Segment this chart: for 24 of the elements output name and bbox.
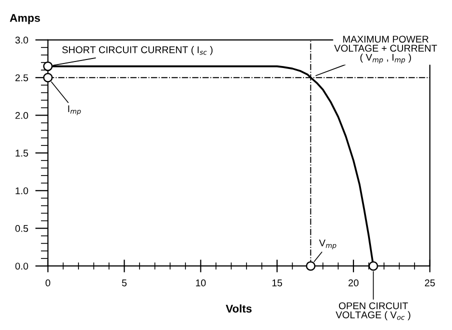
y-tick-label: 3.0 [15,36,28,44]
x-tick-label: 0 [46,279,50,286]
x-tick-label: 5 [122,280,127,286]
x-tick-label: 20 [348,279,358,286]
point [43,62,53,72]
x-tick-label: 15 [272,280,282,286]
x-tick-label: 25 [424,279,435,286]
annotation: I$_{mp}$ [68,105,81,116]
y-tick-label: 2.5 [15,74,28,82]
point [306,261,316,271]
y-tick-label: 1.5 [16,150,28,157]
y-tick-label: 2.0 [15,112,28,119]
x-axis-title: Volts [226,304,252,313]
annotation: OPEN CIRCUIT VOLTAGE ( V$_{oc}$ ) [336,302,410,320]
annotation: V$_{mp}$ [319,240,336,250]
x-tick-label: 10 [196,279,206,286]
y-tick-label: 1.0 [16,187,28,194]
point [43,72,53,82]
y-tick-label: 0.0 [15,262,28,270]
annotation: MAXIMUM POWER VOLTAGE + CURRENT ( V$_{mp}$ , I$_{mp}$ ) [334,36,438,64]
annotation: SHORT CIRCUIT CURRENT ( I$_{sc}$ ) [62,46,213,56]
y-tick-label: 0.5 [15,225,28,232]
point [368,261,378,271]
y-axis-title: Amps [10,14,40,24]
